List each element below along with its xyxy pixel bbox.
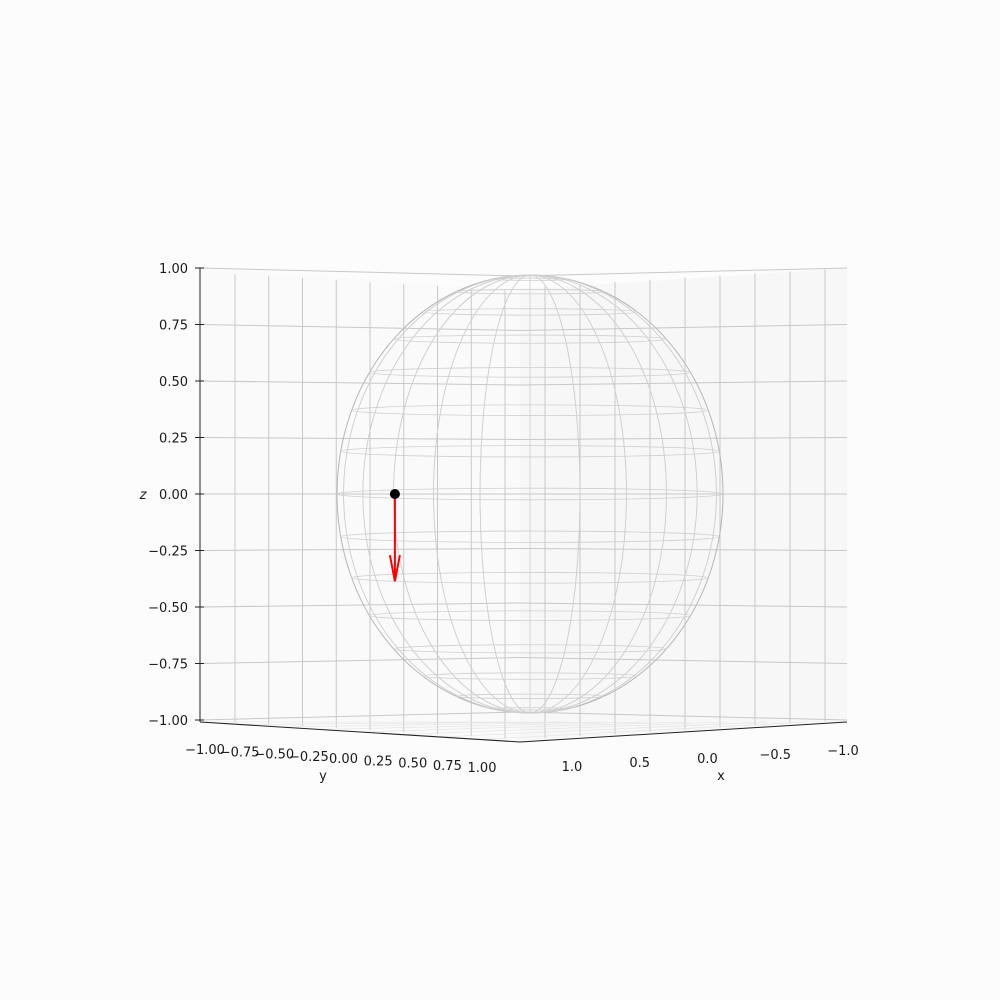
z-tick-label: 0.25 (159, 432, 188, 447)
y-tick-label: −0.25 (289, 750, 329, 765)
x-tick-label: 0.5 (629, 756, 650, 771)
state-point (389, 489, 400, 499)
y-tick-label: 1.00 (468, 761, 497, 776)
x-tick-label: −0.5 (759, 748, 791, 763)
x-pane (520, 268, 847, 742)
floor-gridline (439, 721, 768, 738)
x-axis-line (519, 721, 848, 743)
z-gridline (519, 267, 848, 277)
y-axis-line (199, 721, 521, 743)
floor-gridline (279, 721, 608, 728)
x-tick-label: 1.0 (562, 760, 583, 775)
y-pane (200, 268, 520, 742)
tick-labels: −1.00−0.75−0.50−0.250.000.250.500.751.00… (148, 262, 859, 776)
x-tick-label: 0.0 (697, 752, 718, 767)
z-gridline (519, 548, 848, 551)
sphere-parallel (455, 693, 605, 699)
y-tick-label: 0.25 (364, 754, 393, 769)
z-gridline (519, 657, 848, 664)
z-gridline (519, 602, 848, 608)
z-tick-label: −1.00 (148, 714, 188, 729)
z-gridline (199, 267, 521, 277)
z-gridline (519, 324, 848, 331)
y-tick-label: −0.50 (254, 748, 294, 763)
y-axis-label: y (319, 769, 327, 784)
data-marks (388, 489, 401, 582)
z-axis-label: z (139, 488, 148, 503)
z-gridline (519, 437, 848, 440)
z-gridline (199, 380, 521, 386)
y-tick-label: −0.75 (220, 745, 260, 760)
sphere-parallel (340, 445, 720, 458)
sphere-parallel (351, 404, 709, 416)
sphere-parallel (455, 289, 605, 295)
z-gridline (519, 380, 848, 386)
sphere-parallel (336, 487, 724, 501)
sphere-parallel (491, 707, 569, 711)
z-tick-label: 0.50 (159, 375, 188, 390)
z-tick-label: −0.25 (148, 545, 188, 560)
floor-gridline (359, 721, 688, 733)
z-tick-label: 0.00 (159, 488, 188, 503)
z-gridline (199, 602, 521, 608)
z-gridline (199, 548, 521, 551)
z-gridline (519, 711, 848, 721)
y-tick-label: 0.50 (398, 757, 427, 772)
axis-lines (195, 267, 848, 743)
x-axis-label: x (717, 769, 725, 784)
x-tick-label: −1.0 (827, 744, 859, 759)
floor-gridline (239, 721, 568, 725)
z-gridline (199, 437, 521, 440)
z-tick-label: −0.50 (148, 601, 188, 616)
sphere-parallel (491, 277, 569, 281)
floor-gridline (399, 721, 728, 735)
sphere-parallel (369, 610, 691, 621)
sphere-wireframe (336, 274, 724, 714)
sphere-parallel (393, 334, 667, 344)
axis-labels: x y z (139, 488, 726, 784)
axis-panes (200, 268, 847, 742)
sphere-parallel (422, 308, 638, 316)
y-tick-label: 0.75 (433, 759, 462, 774)
z-tick-label: −0.75 (148, 658, 188, 673)
floor-gridline (479, 721, 808, 740)
floor-gridline (319, 721, 648, 730)
z-tick-label: 1.00 (159, 262, 188, 277)
state-vector-arrowhead (388, 555, 401, 582)
z-tick-label: 0.75 (159, 319, 188, 334)
sphere-meridian (343, 274, 717, 714)
sphere-parallel (340, 530, 720, 543)
sphere-parallel (393, 644, 667, 654)
z-gridline (199, 711, 521, 721)
y-tick-label: −1.00 (185, 743, 225, 758)
sphere-parallel (351, 572, 709, 584)
sphere-parallel (422, 672, 638, 680)
sphere-parallel (369, 367, 691, 378)
axis-grid (199, 267, 848, 743)
y-tick-label: 0.00 (329, 752, 358, 767)
